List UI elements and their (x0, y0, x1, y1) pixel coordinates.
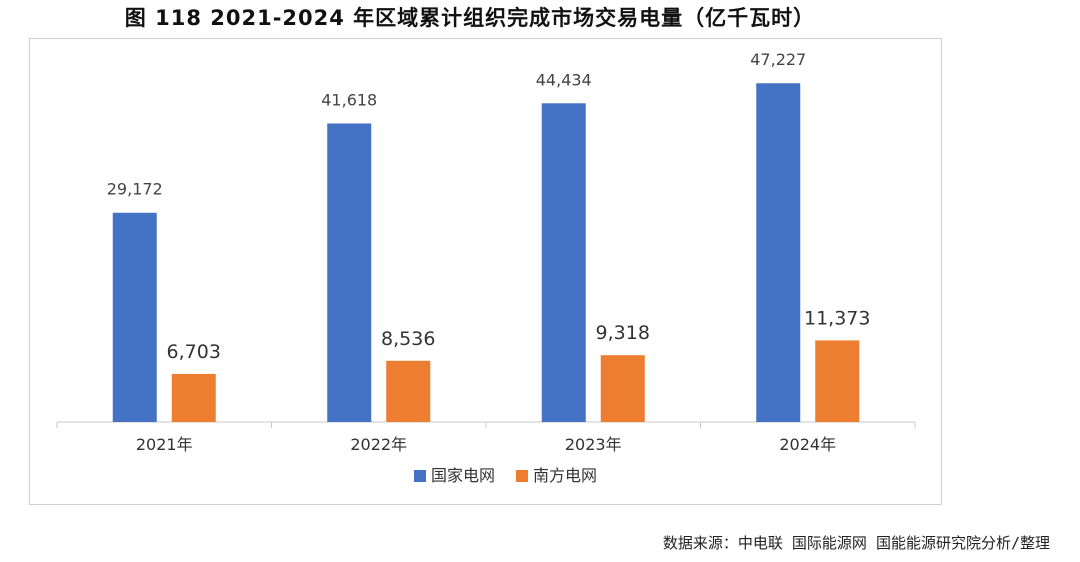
chart-area: 29,172 6,703 2021年 41,618 8,536 2022年 44,434 9,… (29, 38, 942, 505)
bar-csg (386, 360, 431, 422)
data-label: 47,227 (750, 50, 806, 69)
bar-csg (171, 373, 216, 422)
bar-sgcc (112, 212, 157, 422)
x-tick-label: 2023年 (565, 435, 622, 454)
legend-swatch (516, 470, 528, 482)
bar-chart: 29,172 6,703 2021年 41,618 8,536 2022年 44,434 9,… (56, 50, 916, 485)
x-tick-label: 2024年 (779, 435, 836, 454)
chart-title: 图 118 2021-2024 年区域累计组织完成市场交易电量（亿千瓦时） (124, 6, 816, 30)
bar-sgcc (756, 83, 801, 422)
x-tick-label: 2021年 (136, 435, 193, 454)
bar-csg (600, 355, 645, 422)
data-source-note: 数据来源：中电联 国际能源网 国能能源研究院分析/整理 (662, 534, 1050, 552)
data-label: 44,434 (536, 70, 592, 89)
data-label: 6,703 (167, 341, 221, 363)
data-label: 8,536 (381, 328, 435, 350)
bar-sgcc (327, 123, 372, 422)
legend-label: 国家电网 (431, 466, 495, 485)
data-label: 9,318 (596, 322, 650, 344)
legend-swatch (414, 470, 426, 482)
x-tick-label: 2022年 (350, 435, 407, 454)
data-label: 11,373 (804, 307, 870, 329)
bar-csg (815, 340, 860, 422)
bar-sgcc (541, 103, 586, 423)
legend-label: 南方电网 (533, 466, 597, 485)
data-label: 29,172 (107, 180, 163, 199)
data-label: 41,618 (321, 90, 377, 109)
